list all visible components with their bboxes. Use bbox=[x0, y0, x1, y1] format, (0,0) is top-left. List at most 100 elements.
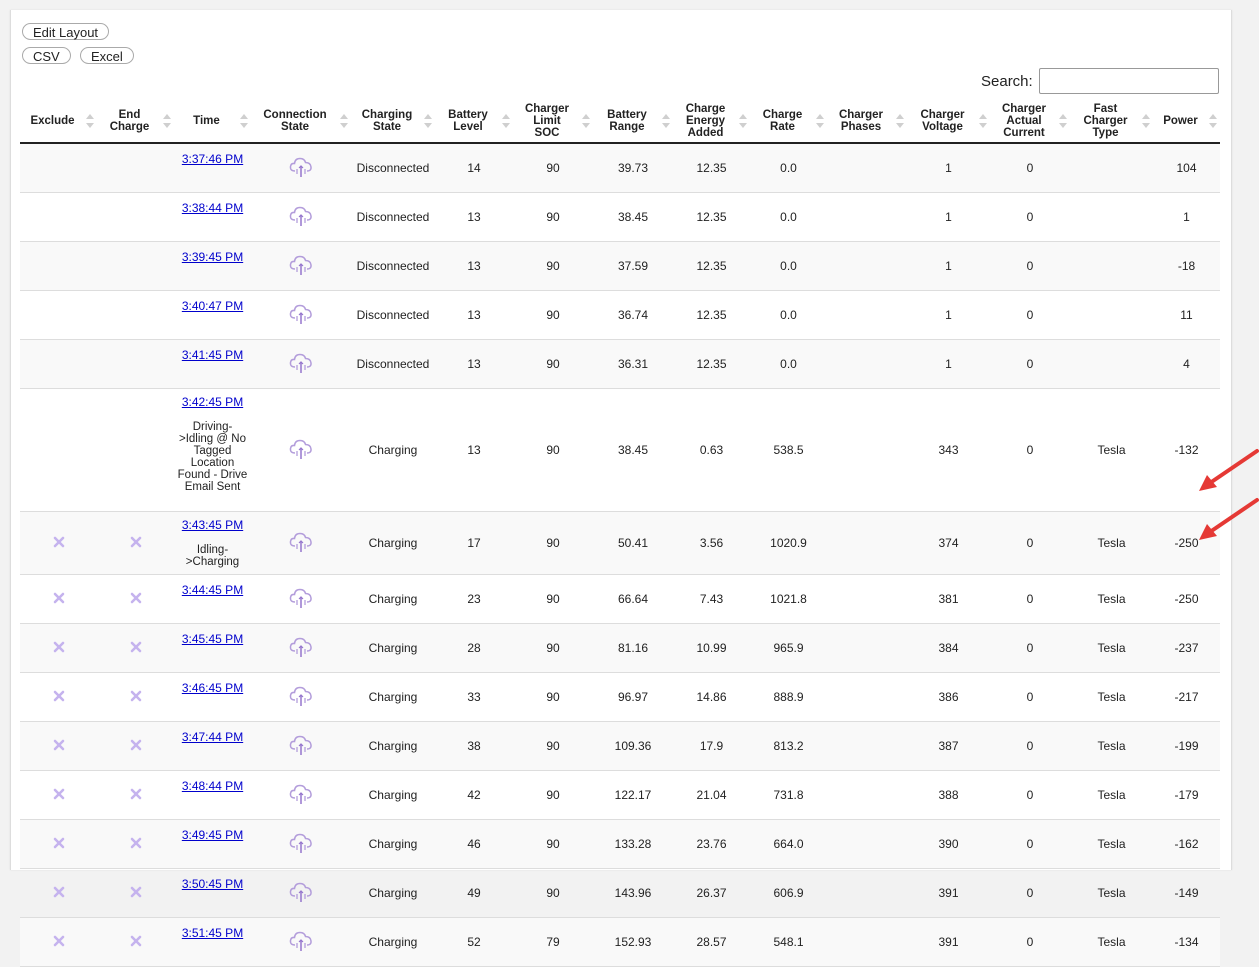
column-header-charger-phases[interactable]: Charger Phases bbox=[827, 99, 907, 144]
sort-icon[interactable] bbox=[340, 113, 348, 128]
exclude-x-icon[interactable] bbox=[53, 592, 65, 607]
charger-phases-cell bbox=[827, 574, 907, 624]
fast-charger-type-cell: Tesla bbox=[1070, 819, 1153, 869]
column-header-exclude[interactable]: Exclude bbox=[20, 99, 97, 144]
column-header-charging-state[interactable]: Charging State bbox=[351, 99, 435, 144]
charger-phases-cell bbox=[827, 770, 907, 820]
column-header-charge-energy-added[interactable]: Charge Energy Added bbox=[673, 99, 750, 144]
sort-icon[interactable] bbox=[240, 113, 248, 128]
exclude-x-icon[interactable] bbox=[53, 788, 65, 803]
sort-icon[interactable] bbox=[662, 113, 670, 128]
sort-icon[interactable] bbox=[86, 113, 94, 128]
end-charge-cell bbox=[97, 241, 174, 291]
exclude-cell bbox=[20, 868, 97, 918]
time-cell: 3:42:45 PM Driving->Idling @ No Tagged Lo… bbox=[174, 388, 251, 512]
column-header-end-charge[interactable]: End Charge bbox=[97, 99, 174, 144]
end-charge-x-icon[interactable] bbox=[130, 837, 142, 852]
time-link[interactable]: 3:50:45 PM bbox=[181, 877, 244, 891]
sort-icon[interactable] bbox=[816, 113, 824, 128]
cloud-plug-icon bbox=[288, 782, 314, 809]
time-link[interactable]: 3:48:44 PM bbox=[181, 779, 244, 793]
time-link[interactable]: 3:39:45 PM bbox=[181, 250, 244, 264]
exclude-x-icon[interactable] bbox=[53, 739, 65, 754]
power-cell: -149 bbox=[1153, 868, 1220, 918]
time-cell: 3:38:44 PM bbox=[174, 192, 251, 242]
sort-icon[interactable] bbox=[979, 113, 987, 128]
time-link[interactable]: 3:49:45 PM bbox=[181, 828, 244, 842]
column-header-power[interactable]: Power bbox=[1153, 99, 1220, 144]
exclude-x-icon[interactable] bbox=[53, 837, 65, 852]
time-link[interactable]: 3:43:45 PM bbox=[181, 518, 244, 532]
cloud-plug-icon bbox=[288, 929, 314, 956]
battery-level-cell: 13 bbox=[435, 290, 513, 340]
red-arrow-annotation bbox=[1199, 498, 1259, 540]
time-link[interactable]: 3:41:45 PM bbox=[181, 348, 244, 362]
column-header-battery-range[interactable]: Battery Range bbox=[593, 99, 673, 144]
csv-export-button[interactable]: CSV bbox=[22, 47, 71, 64]
sort-icon[interactable] bbox=[1059, 113, 1067, 128]
time-link[interactable]: 3:51:45 PM bbox=[181, 926, 244, 940]
column-header-battery-level[interactable]: Battery Level bbox=[435, 99, 513, 144]
connection-state-cell bbox=[251, 192, 351, 242]
charger-voltage-cell: 374 bbox=[907, 511, 990, 575]
time-link[interactable]: 3:44:45 PM bbox=[181, 583, 244, 597]
cloud-plug-icon bbox=[288, 530, 314, 557]
charger-voltage-cell: 1 bbox=[907, 192, 990, 242]
end-charge-x-icon[interactable] bbox=[130, 690, 142, 705]
table-row: 3:44:45 PM Charging 23 90 66.64 7.43 1021.8 381… bbox=[20, 574, 1220, 624]
exclude-x-icon[interactable] bbox=[53, 886, 65, 901]
exclude-x-icon[interactable] bbox=[53, 536, 65, 551]
column-header-time[interactable]: Time bbox=[174, 99, 251, 144]
power-cell: -250 bbox=[1153, 511, 1220, 575]
end-charge-x-icon[interactable] bbox=[130, 935, 142, 950]
charger-phases-cell bbox=[827, 339, 907, 389]
edit-layout-button[interactable]: Edit Layout bbox=[22, 23, 110, 40]
charger-phases-cell bbox=[827, 241, 907, 291]
excel-export-button[interactable]: Excel bbox=[80, 47, 134, 64]
exclude-x-icon[interactable] bbox=[53, 690, 65, 705]
battery-level-cell: 33 bbox=[435, 672, 513, 722]
column-header-charge-rate[interactable]: Charge Rate bbox=[750, 99, 827, 144]
exclude-x-icon[interactable] bbox=[53, 935, 65, 950]
time-link[interactable]: 3:37:46 PM bbox=[181, 152, 244, 166]
end-charge-cell bbox=[97, 672, 174, 722]
sort-icon[interactable] bbox=[739, 113, 747, 128]
time-link[interactable]: 3:42:45 PM bbox=[181, 395, 244, 409]
time-link[interactable]: 3:47:44 PM bbox=[181, 730, 244, 744]
exclude-x-icon[interactable] bbox=[53, 641, 65, 656]
sort-icon[interactable] bbox=[1209, 113, 1217, 128]
charger-phases-cell bbox=[827, 511, 907, 575]
battery-level-cell: 28 bbox=[435, 623, 513, 673]
sort-icon[interactable] bbox=[424, 113, 432, 128]
end-charge-x-icon[interactable] bbox=[130, 641, 142, 656]
end-charge-x-icon[interactable] bbox=[130, 592, 142, 607]
column-header-charger-voltage[interactable]: Charger Voltage bbox=[907, 99, 990, 144]
charge-rate-cell: 1021.8 bbox=[750, 574, 827, 624]
sort-icon[interactable] bbox=[163, 113, 171, 128]
time-link[interactable]: 3:46:45 PM bbox=[181, 681, 244, 695]
column-header-connection-state[interactable]: Connection State bbox=[251, 99, 351, 144]
end-charge-x-icon[interactable] bbox=[130, 886, 142, 901]
sort-icon[interactable] bbox=[1142, 113, 1150, 128]
charge-data-table: Exclude End Charge Time Connection State Charg… bbox=[20, 99, 1220, 967]
time-link[interactable]: 3:38:44 PM bbox=[181, 201, 244, 215]
column-header-charger-limit-soc[interactable]: Charger Limit SOC bbox=[513, 99, 593, 144]
charging-state-cell: Charging bbox=[351, 819, 435, 869]
battery-level-cell: 13 bbox=[435, 192, 513, 242]
column-header-charger-actual-current[interactable]: Charger Actual Current bbox=[990, 99, 1070, 144]
sort-icon[interactable] bbox=[896, 113, 904, 128]
search-input[interactable] bbox=[1039, 68, 1219, 94]
battery-range-cell: 36.74 bbox=[593, 290, 673, 340]
charger-actual-current-cell: 0 bbox=[990, 388, 1070, 512]
table-row: 3:50:45 PM Charging 49 90 143.96 26.37 606.9 39… bbox=[20, 868, 1220, 918]
sort-icon[interactable] bbox=[582, 113, 590, 128]
end-charge-x-icon[interactable] bbox=[130, 788, 142, 803]
end-charge-x-icon[interactable] bbox=[130, 536, 142, 551]
charger-limit-soc-cell: 90 bbox=[513, 623, 593, 673]
time-link[interactable]: 3:40:47 PM bbox=[181, 299, 244, 313]
time-link[interactable]: 3:45:45 PM bbox=[181, 632, 244, 646]
column-header-fast-charger-type[interactable]: Fast Charger Type bbox=[1070, 99, 1153, 144]
charger-phases-cell bbox=[827, 721, 907, 771]
sort-icon[interactable] bbox=[502, 113, 510, 128]
end-charge-x-icon[interactable] bbox=[130, 739, 142, 754]
